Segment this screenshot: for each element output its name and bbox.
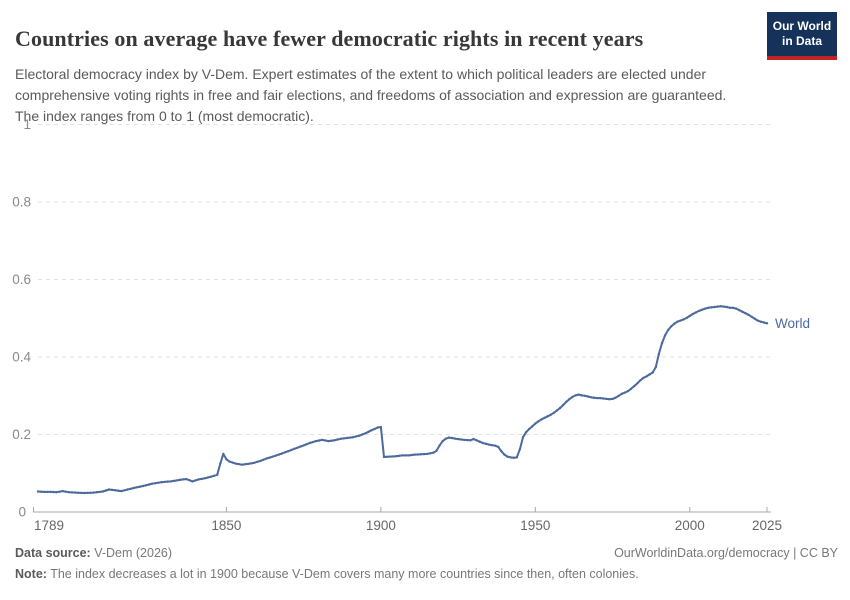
data-source: Data source: V-Dem (2026) <box>15 546 172 560</box>
note-text: The index decreases a lot in 1900 becaus… <box>46 567 639 581</box>
x-tick-label: 2000 <box>675 518 705 533</box>
owid-logo[interactable]: Our World in Data <box>767 12 837 60</box>
world-line-dots <box>36 305 769 495</box>
owid-logo-line2: in Data <box>781 34 822 48</box>
y-tick-label: 0 <box>18 505 26 520</box>
y-tick-label: 0.2 <box>12 427 31 442</box>
owid-logo-line1: Our World <box>772 19 832 33</box>
x-tick-label: 1789 <box>34 518 64 533</box>
data-source-label: Data source: <box>15 546 91 560</box>
note-label: Note: <box>15 567 47 581</box>
chart-footer: Data source: V-Dem (2026) OurWorldinData… <box>15 546 838 581</box>
x-tick-label: 1950 <box>520 518 550 533</box>
y-tick-label: 0.4 <box>12 350 31 365</box>
y-tick-label: 0.8 <box>12 195 31 210</box>
y-tick-label: 0.6 <box>12 272 31 287</box>
y-tick-label: 1 <box>23 117 31 132</box>
owid-license-link[interactable]: OurWorldinData.org/democracy | CC BY <box>614 546 838 560</box>
x-tick-label: 2025 <box>752 518 782 533</box>
series-label-world[interactable]: World <box>775 316 810 331</box>
chart-subtitle: Electoral democracy index by V-Dem. Expe… <box>15 66 727 124</box>
data-source-value: V-Dem (2026) <box>90 546 173 560</box>
x-tick-label: 1900 <box>366 518 396 533</box>
chart-note: Note: The index decreases a lot in 1900 … <box>15 567 838 581</box>
x-tick-label: 1850 <box>211 518 241 533</box>
world-line <box>37 305 768 494</box>
page-title: Countries on average have fewer democrat… <box>15 25 644 51</box>
